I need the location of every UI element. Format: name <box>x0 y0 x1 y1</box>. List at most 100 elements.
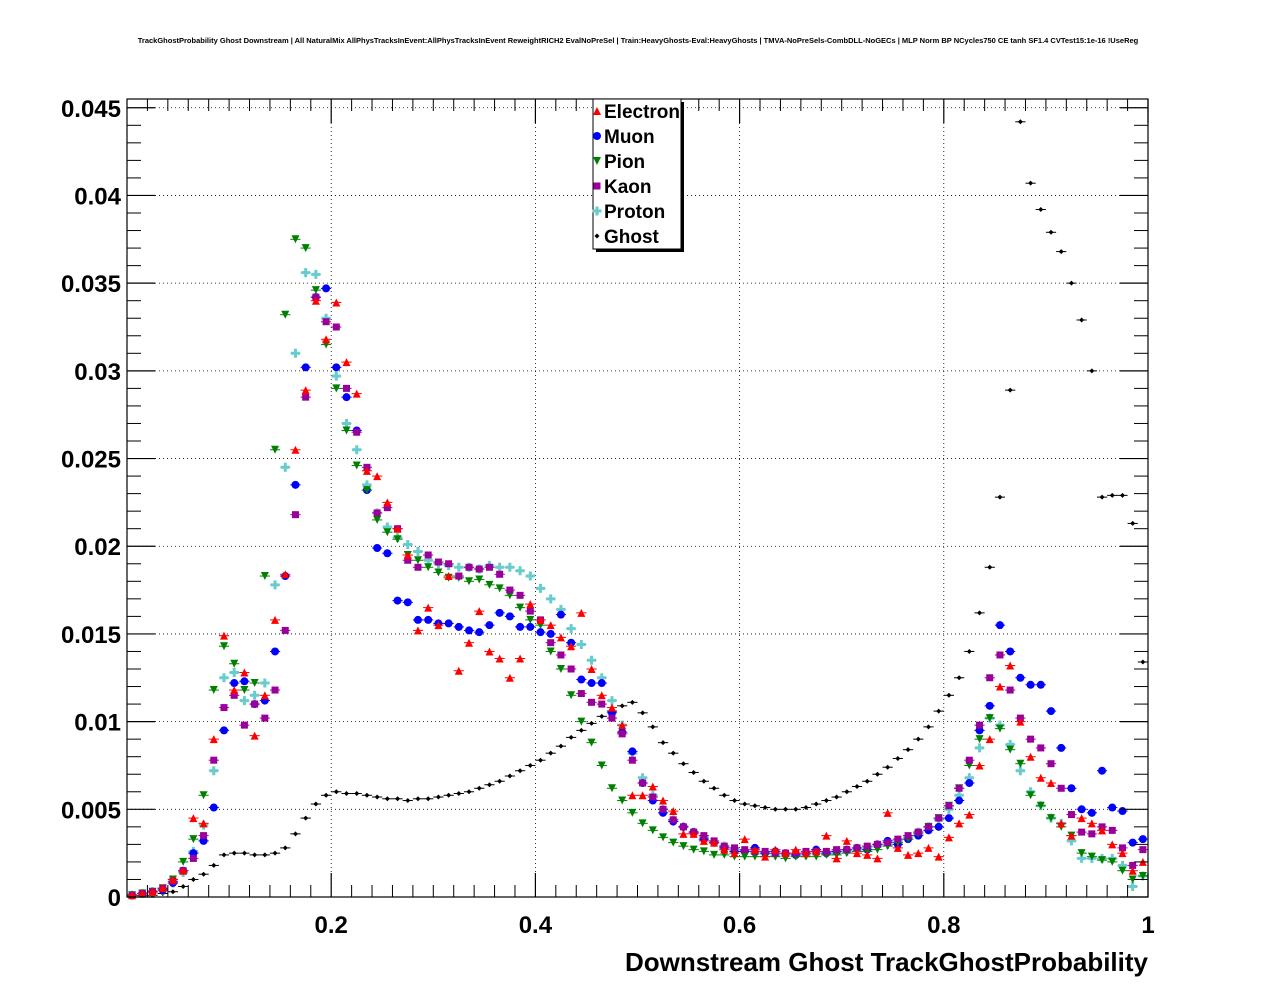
kaon-point <box>904 832 912 840</box>
electron-point <box>311 296 320 305</box>
ghost-point <box>1007 387 1013 393</box>
kaon-point <box>189 854 197 862</box>
ghost-point <box>997 494 1003 500</box>
muon-point <box>413 615 422 624</box>
muon-point <box>1016 673 1025 682</box>
series-proton <box>127 268 1148 900</box>
electron-point <box>812 847 821 856</box>
kaon-point <box>485 563 493 571</box>
ghost-point <box>231 850 237 856</box>
kaon-point <box>281 626 289 634</box>
muon-point <box>209 803 218 812</box>
pion-point <box>740 852 749 861</box>
proton-point <box>321 313 331 323</box>
pion-point <box>495 584 504 593</box>
ghost-point <box>262 852 268 858</box>
proton-point <box>597 673 607 683</box>
kaon-point <box>434 558 442 566</box>
legend-label-electron: Electron <box>604 102 680 123</box>
pion-point <box>1047 814 1056 823</box>
electron-point <box>801 849 810 858</box>
x-tick-label: 0.8 <box>927 912 960 939</box>
pion-point <box>189 835 198 844</box>
kaon-point <box>935 814 943 822</box>
data-markers <box>127 119 1148 900</box>
kaon-point <box>976 721 984 729</box>
electron-point <box>1118 849 1127 858</box>
electron-point <box>771 845 780 854</box>
series-electron <box>127 296 1148 900</box>
x-axis-title: Downstream Ghost TrackGhostProbability <box>625 947 1149 977</box>
muon-point <box>1077 805 1086 814</box>
proton-point <box>954 790 964 800</box>
kaon-point <box>445 560 453 568</box>
kaon-point <box>924 823 932 831</box>
ghost-point <box>395 796 401 802</box>
electron-point <box>281 570 290 579</box>
ghost-point <box>823 798 829 804</box>
kaon-point <box>404 556 412 564</box>
muon-point <box>454 622 463 631</box>
proton-point <box>638 773 648 783</box>
electron-point <box>587 665 596 673</box>
ghost-point <box>885 764 891 770</box>
pion-point <box>597 761 606 770</box>
ghost-point <box>517 768 523 774</box>
proton-point <box>352 445 362 455</box>
electron-point <box>536 615 545 624</box>
ghost-point <box>1028 180 1034 186</box>
electron-point <box>291 445 300 454</box>
kaon-point <box>1037 744 1045 752</box>
muon-point <box>1036 680 1045 689</box>
ghost-point <box>1079 317 1085 323</box>
electron-point <box>985 735 994 744</box>
muon-point <box>1138 835 1147 844</box>
kaon-point <box>516 591 524 599</box>
ghost-point <box>344 791 350 797</box>
ghost-point <box>1058 249 1064 255</box>
pion-point <box>475 575 484 584</box>
proton-point <box>515 566 525 576</box>
pion-point <box>648 826 657 835</box>
proton-point <box>229 668 239 678</box>
y-tick-label: 0 <box>108 885 121 912</box>
y-tick-label: 0.035 <box>61 271 121 298</box>
electron-point <box>873 854 882 863</box>
kaon-point <box>332 323 340 331</box>
ghost-point <box>272 850 278 856</box>
electron-point <box>750 845 759 854</box>
electron-point <box>556 633 565 642</box>
ghost-point <box>711 785 717 791</box>
kaon-point <box>220 704 228 712</box>
ghost-point <box>354 791 360 797</box>
electron-point <box>383 498 392 507</box>
muon-point <box>475 628 484 637</box>
pion-point <box>260 572 269 581</box>
proton-point <box>403 539 413 549</box>
legend-box <box>592 98 682 250</box>
pion-point <box>1118 866 1127 875</box>
kaon-point <box>679 823 687 831</box>
legend-label-proton: Proton <box>604 202 665 223</box>
proton-point <box>556 604 566 614</box>
pion-point <box>271 445 280 454</box>
electron-point <box>628 791 637 800</box>
ghost-point <box>558 743 564 749</box>
y-tick-label: 0.015 <box>61 622 121 649</box>
muon-point <box>955 796 964 805</box>
ghost-point <box>895 755 901 761</box>
ghost-point <box>527 762 533 768</box>
kaon-point <box>291 511 299 519</box>
electron-point <box>362 466 371 475</box>
electron-point <box>679 829 688 838</box>
ghost-point <box>1099 494 1105 500</box>
kaon-point <box>322 318 330 326</box>
kaon-point <box>659 805 667 813</box>
proton-point <box>975 743 985 753</box>
pion-point <box>618 796 627 805</box>
pion-point <box>587 738 596 747</box>
muon-point <box>301 363 310 372</box>
ghost-point <box>946 692 952 698</box>
proton-point <box>239 696 249 706</box>
proton-point <box>270 580 280 590</box>
